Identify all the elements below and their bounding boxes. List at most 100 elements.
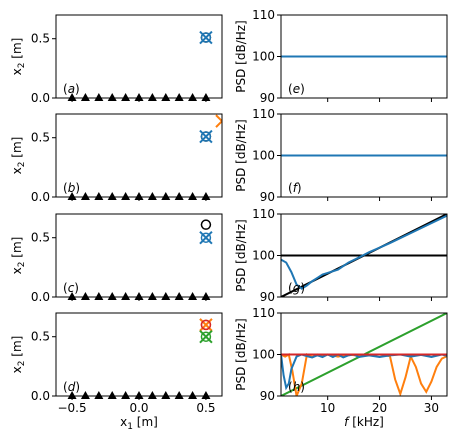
sensor-marker <box>161 93 171 101</box>
panel-label: (e) <box>288 82 305 96</box>
source-circle-marker <box>200 131 212 142</box>
sensor-marker <box>121 192 131 200</box>
panel-c: 0.0 0.5 x2 [m] (c) <box>10 213 223 304</box>
y-tick-label: 90 <box>260 190 275 204</box>
y-tick-label: 100 <box>252 249 275 263</box>
panel-a: 0.0 0.5 x2 [m] (a) <box>10 14 223 105</box>
x-tick-label: 0.0 <box>129 401 148 415</box>
x-tick-label: 20 <box>372 401 387 415</box>
sensor-marker <box>107 93 117 101</box>
sensor-marker <box>94 391 104 399</box>
panel-label: (h) <box>288 380 305 394</box>
panel-g: 90 100 110 PSD [dB/Hz] (g) <box>234 207 448 304</box>
y-tick-label: 110 <box>252 8 275 22</box>
y-tick-label: 0.0 <box>31 389 50 403</box>
sensor-marker <box>107 192 117 200</box>
sensor-marker <box>134 292 144 300</box>
sensor-marker <box>188 391 198 399</box>
sensor-marker <box>80 292 90 300</box>
y-tick-label: 0.5 <box>31 231 50 245</box>
panel-d: 0.0 0.5 −0.5 0.0 0.5 x2 [m] x1 [m] (d) <box>10 312 223 432</box>
y-tick-label: 0.0 <box>31 190 50 204</box>
y-tick-label: 100 <box>252 50 275 64</box>
sensor-marker <box>201 391 211 399</box>
y-axis-label: PSD [dB/Hz] <box>234 119 248 192</box>
source-x-marker <box>199 30 213 45</box>
y-tick-label: 90 <box>260 389 275 403</box>
sensor-marker <box>147 391 157 399</box>
y-axis-label: x2 [m] <box>10 237 27 275</box>
axes-frame <box>55 113 223 198</box>
y-axis-label: x2 [m] <box>10 336 27 374</box>
y-tick-label: 0.0 <box>31 290 50 304</box>
source-x-marker <box>199 318 213 332</box>
source-x-marker <box>215 114 222 128</box>
y-tick-label: 0.0 <box>31 91 50 105</box>
sensor-marker <box>174 93 184 101</box>
x-tick-label: −0.5 <box>57 401 86 415</box>
sensor-marker <box>80 93 90 101</box>
sensor-marker <box>107 292 117 300</box>
panel-label: (g) <box>288 281 305 295</box>
source-x-marker <box>199 231 213 245</box>
panel-label: (f) <box>288 181 302 195</box>
y-axis-label: PSD [dB/Hz] <box>234 20 248 93</box>
panel-label: (c) <box>63 281 79 295</box>
panel-h: 90 100 110 10 20 30 PSD [dB/Hz] f [kHz] (h) <box>234 306 448 429</box>
sensor-marker <box>80 391 90 399</box>
panel-e: 90 100 110 PSD [dB/Hz] (e) <box>234 8 448 105</box>
x-axis-label: f [kHz] <box>344 415 384 429</box>
sensor-marker <box>174 391 184 399</box>
sensor-marker <box>94 93 104 101</box>
sensor-marker <box>174 292 184 300</box>
sensor-marker <box>121 93 131 101</box>
axes-frame <box>55 213 223 298</box>
sensor-marker <box>134 391 144 399</box>
source-circle-marker <box>200 32 212 43</box>
sensor-marker <box>67 192 77 200</box>
panel-label: (b) <box>63 181 80 195</box>
sensor-marker <box>147 192 157 200</box>
x-tick-label: 30 <box>424 401 439 415</box>
sensor-marker <box>147 292 157 300</box>
sensor-marker <box>94 292 104 300</box>
x-tick-label: 0.5 <box>196 401 215 415</box>
source-x-marker <box>199 129 213 144</box>
sensor-marker <box>201 292 211 300</box>
y-axis-label: PSD [dB/Hz] <box>234 318 248 391</box>
sensor-marker <box>121 292 131 300</box>
y-axis-label: PSD [dB/Hz] <box>234 219 248 292</box>
sensor-marker <box>80 192 90 200</box>
sensor-marker <box>188 192 198 200</box>
sensor-marker <box>67 292 77 300</box>
series-line <box>281 214 447 290</box>
y-tick-label: 110 <box>252 207 275 221</box>
y-tick-label: 100 <box>252 348 275 362</box>
source-circle-marker <box>200 331 212 342</box>
x-axis-label: x1 [m] <box>120 415 158 432</box>
y-axis-label: x2 [m] <box>10 137 27 175</box>
source-x-marker <box>199 330 213 344</box>
panel-label: (d) <box>63 380 80 394</box>
series-line <box>281 352 447 396</box>
y-tick-label: 100 <box>252 149 275 163</box>
sensor-marker <box>201 192 211 200</box>
sensor-marker <box>188 93 198 101</box>
source-circle-marker <box>200 319 212 331</box>
sensor-marker <box>134 192 144 200</box>
y-tick-label: 0.5 <box>31 330 50 344</box>
sensor-marker <box>147 93 157 101</box>
sensor-marker <box>67 391 77 399</box>
sensor-marker <box>188 292 198 300</box>
y-tick-label: 90 <box>260 290 275 304</box>
sensor-marker <box>161 192 171 200</box>
panel-label: (a) <box>63 82 80 96</box>
y-tick-label: 0.5 <box>31 131 50 145</box>
sensor-marker <box>134 93 144 101</box>
source-circle-marker <box>200 219 212 230</box>
y-tick-label: 110 <box>252 107 275 121</box>
sensor-marker <box>161 391 171 399</box>
source-circle-marker <box>200 232 212 243</box>
sensor-marker <box>121 391 131 399</box>
